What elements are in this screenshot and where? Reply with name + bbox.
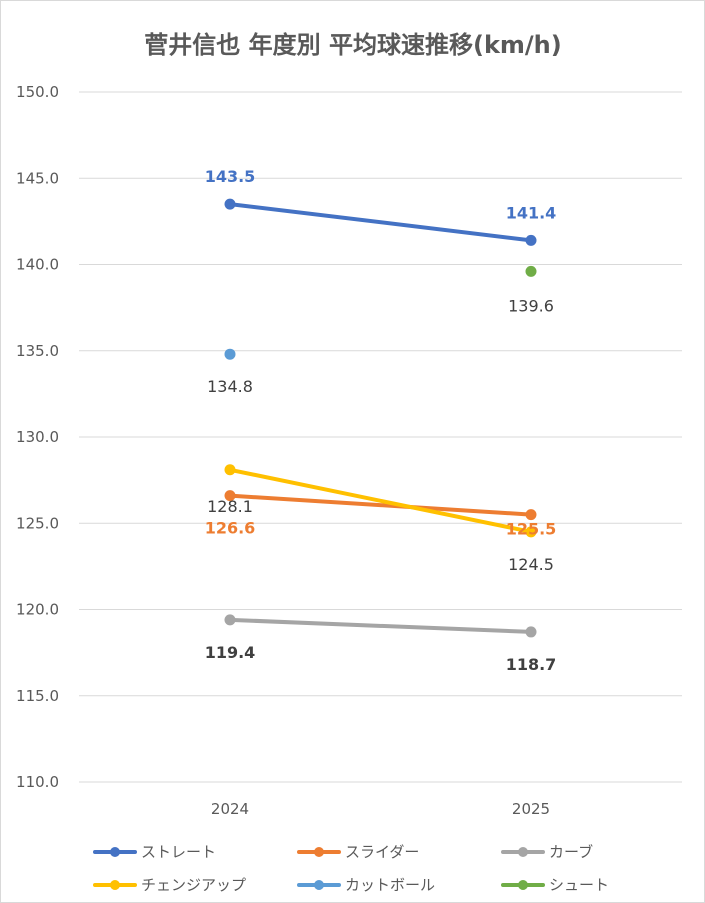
legend-label: ストレート <box>141 843 216 861</box>
y-tick-label: 135.0 <box>16 342 59 360</box>
y-tick-label: 150.0 <box>16 83 59 101</box>
legend-label: シュート <box>549 876 609 894</box>
data-label: 124.5 <box>508 555 554 574</box>
legend-item: ストレート <box>93 843 216 861</box>
data-label: 128.1 <box>207 497 253 516</box>
legend-item: シュート <box>501 876 609 894</box>
legend-label: カットボール <box>345 876 435 894</box>
data-point <box>525 265 537 277</box>
y-tick-label: 140.0 <box>16 256 59 274</box>
series-lines <box>224 198 537 638</box>
data-label: 126.6 <box>205 519 256 538</box>
legend-label: チェンジアップ <box>141 876 246 894</box>
y-tick-label: 115.0 <box>16 687 59 705</box>
legend-swatch-marker <box>314 880 324 890</box>
legend-item: カットボール <box>297 876 435 894</box>
data-label: 134.8 <box>207 377 253 396</box>
data-point <box>224 198 236 210</box>
y-tick-label: 120.0 <box>16 601 59 619</box>
y-tick-label: 145.0 <box>16 169 59 187</box>
series-line <box>228 467 533 534</box>
data-point <box>224 490 236 502</box>
data-point <box>224 614 236 626</box>
data-point <box>224 348 236 360</box>
legend-swatch-marker <box>518 847 528 857</box>
data-label: 141.4 <box>506 203 557 222</box>
y-tick-label: 125.0 <box>16 514 59 532</box>
x-tick-label: 2025 <box>512 800 550 818</box>
data-point <box>525 626 537 638</box>
series-line <box>228 202 533 243</box>
legend-swatch-marker <box>314 847 324 857</box>
legend-label: カーブ <box>549 843 593 861</box>
legend-swatch-marker <box>110 847 120 857</box>
series-line <box>228 617 533 634</box>
data-labels: 143.5 141.4 126.6 125.5 119.4 118.7 128.1 124.5… <box>205 167 557 674</box>
chart-title: 菅井信也 年度別 平均球速推移(km/h) <box>144 31 561 59</box>
data-label: 143.5 <box>205 167 256 186</box>
legend-item: スライダー <box>297 843 419 861</box>
series-line <box>228 493 533 517</box>
data-label: 118.7 <box>506 655 557 674</box>
legend-item: チェンジアップ <box>93 876 246 894</box>
x-tick-label: 2024 <box>211 800 249 818</box>
data-point <box>525 526 537 538</box>
y-tick-label: 130.0 <box>16 428 59 446</box>
data-point <box>525 234 537 246</box>
legend-item: カーブ <box>501 843 593 861</box>
data-point <box>224 464 236 476</box>
legend-swatch-marker <box>110 880 120 890</box>
y-axis-ticks: 110.0 115.0 120.0 125.0 130.0 135.0 140.0 145.0… <box>16 83 59 791</box>
data-label: 119.4 <box>205 643 256 662</box>
legend-swatch-marker <box>518 880 528 890</box>
y-tick-label: 110.0 <box>16 773 59 791</box>
legend-label: スライダー <box>345 843 419 861</box>
grid-lines <box>79 91 682 783</box>
data-point <box>525 509 537 521</box>
data-label: 139.6 <box>508 296 554 315</box>
data-label: 125.5 <box>506 520 557 539</box>
x-axis-ticks: 2024 2025 <box>211 800 550 818</box>
